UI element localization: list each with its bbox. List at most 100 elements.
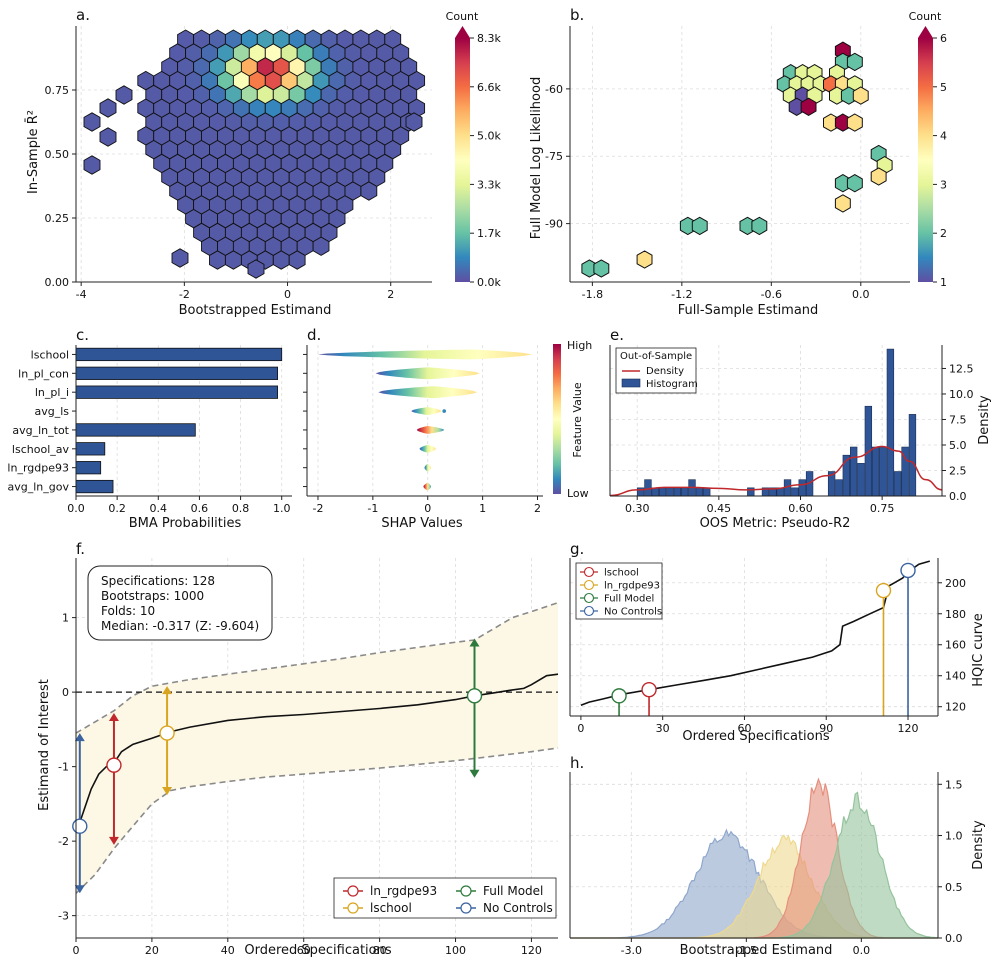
h-ytick-label: 1.5 bbox=[945, 778, 963, 791]
f-annotation-folds: Folds: 10 bbox=[101, 604, 155, 618]
a-ytick-label: 0.75 bbox=[45, 84, 70, 97]
f-legend-marker bbox=[347, 885, 359, 897]
b-colorbar-tick-label: 3 bbox=[940, 178, 947, 191]
b-hexbin-cell bbox=[800, 97, 817, 116]
b-hexbin-cell bbox=[834, 194, 851, 213]
c-xtick-label: 0.0 bbox=[67, 502, 85, 515]
panel-label-b: b. bbox=[570, 6, 584, 24]
g-xtick-label: 120 bbox=[898, 722, 919, 735]
c-category-label: lschool_av bbox=[12, 443, 70, 456]
f-xtick-label: 60 bbox=[297, 944, 311, 957]
a-hexbin-cell bbox=[247, 259, 265, 279]
f-ytick-label: 1 bbox=[62, 612, 69, 625]
e-histogram-bar bbox=[857, 463, 865, 497]
e-histogram-bar bbox=[886, 348, 895, 497]
d-shap-row bbox=[378, 386, 478, 399]
a-hexbin-cell bbox=[288, 29, 306, 49]
h-ytick-label: 0.0 bbox=[945, 932, 963, 945]
a-hexbin-cell bbox=[240, 29, 258, 49]
a-hexbin-cell bbox=[193, 29, 210, 49]
f-annotation-box bbox=[87, 565, 273, 641]
g-xlabel: Ordered Specifications bbox=[682, 729, 830, 744]
g-legend-label: Full Model bbox=[604, 594, 654, 605]
a-colorbar-tick-label: 5.0k bbox=[477, 130, 501, 143]
f-marker-point bbox=[466, 688, 483, 704]
b-ytick-label: -60 bbox=[545, 83, 563, 96]
a-xtick-label: 0 bbox=[284, 288, 291, 301]
a-hexbin-cell bbox=[83, 155, 101, 175]
g-hqic-curve bbox=[580, 560, 931, 706]
d-colorbar-low: Low bbox=[567, 487, 589, 500]
a-colorbar-tick-label: 6.6k bbox=[477, 81, 501, 94]
b-hexbin-cell bbox=[636, 250, 653, 269]
b-colorbar-tick-label: 5 bbox=[940, 81, 947, 94]
panel-label-f: f. bbox=[76, 540, 85, 558]
g-legend-label: lschool bbox=[604, 568, 639, 579]
e-ylabel: Density bbox=[977, 395, 992, 445]
panel-label-e: e. bbox=[610, 326, 624, 344]
d-xtick-label: 1 bbox=[479, 502, 486, 515]
e-ytick-label: 2.5 bbox=[949, 464, 967, 477]
f-marker-point bbox=[159, 725, 175, 741]
d-xtick-label: -2 bbox=[312, 502, 323, 515]
b-colorbar-title: Count bbox=[909, 10, 942, 23]
e-histogram-bar bbox=[791, 487, 799, 497]
e-histogram-bar bbox=[658, 487, 667, 497]
f-marker-arrow-up bbox=[108, 712, 119, 721]
a-hexbin-cell bbox=[99, 127, 117, 147]
g-marker-point bbox=[641, 681, 657, 698]
c-category-label: ln_rgdpe93 bbox=[7, 462, 69, 475]
d-colorbar bbox=[553, 344, 561, 494]
b-ytick-label: -75 bbox=[545, 150, 563, 163]
f-upper-bound bbox=[75, 601, 559, 734]
c-bar bbox=[75, 479, 114, 494]
c-xtick-label: 0.6 bbox=[191, 502, 209, 515]
a-hexbin-cell bbox=[99, 98, 117, 118]
b-colorbar-tick-label: 2 bbox=[940, 227, 947, 240]
e-histogram-bar bbox=[894, 471, 902, 497]
b-colorbar bbox=[918, 38, 933, 282]
a-colorbar-extend bbox=[455, 26, 470, 38]
f-xlabel: Ordered Specifications bbox=[244, 943, 392, 958]
c-category-label: avg_ls bbox=[34, 405, 69, 418]
b-colorbar-extend bbox=[918, 26, 933, 38]
d-colorbar-title: Feature Value bbox=[571, 382, 584, 458]
e-ytick-label: 0.0 bbox=[949, 490, 967, 503]
a-xlabel: Bootstrapped Estimand bbox=[179, 303, 332, 318]
g-legend-label: No Controls bbox=[604, 607, 662, 618]
c-category-label: avg_ln_gov bbox=[8, 481, 70, 494]
b-xtick-label: -0.6 bbox=[761, 288, 782, 301]
d-xtick-label: -1 bbox=[367, 502, 378, 515]
f-marker-arrow-down bbox=[74, 885, 85, 894]
e-xtick-label: 0.75 bbox=[870, 502, 895, 515]
b-xtick-label: 0.0 bbox=[852, 288, 870, 301]
e-histogram-bar bbox=[651, 487, 659, 497]
c-category-label: lschool bbox=[31, 348, 69, 361]
f-xtick-label: 120 bbox=[521, 944, 542, 957]
f-annotation: Specifications: 128 Bootstraps: 1000 Fol… bbox=[87, 565, 273, 641]
e-xlabel: OOS Metric: Pseudo-R2 bbox=[700, 516, 851, 531]
f-xtick-label: 40 bbox=[221, 944, 235, 957]
c-category-label: ln_pl_con bbox=[18, 367, 69, 380]
h-xlabel: Bootstrapped Estimand bbox=[680, 943, 833, 958]
e-histogram-bar bbox=[703, 487, 711, 497]
h-xtick-label: -3.0 bbox=[621, 944, 642, 957]
panel-d-shap: -2 -1 0 1 2 SHAP Values High Low Feature Val… bbox=[303, 339, 592, 531]
e-legend-hist-swatch bbox=[621, 378, 641, 388]
a-hexbin-cell bbox=[304, 29, 322, 49]
c-bar bbox=[75, 366, 279, 380]
f-annotation-boots: Bootstraps: 1000 bbox=[101, 589, 204, 603]
a-hexbin-cell bbox=[177, 29, 195, 49]
panel-g-hqic: 0 30 60 90 120 120 140 160 180 200 Ordered Specif… bbox=[569, 558, 986, 744]
g-legend: lschool ln_rgdpe93 Full Model No Controls bbox=[575, 562, 663, 620]
b-xlabel: Full-Sample Estimand bbox=[678, 303, 819, 318]
c-bar bbox=[75, 347, 283, 362]
a-hexbin-cell bbox=[272, 29, 290, 49]
g-ytick-label: 120 bbox=[945, 701, 966, 714]
a-hexbin-cell bbox=[137, 70, 155, 91]
h-ytick-label: 0.5 bbox=[945, 881, 963, 894]
c-bar bbox=[75, 442, 106, 456]
f-xtick-label: 0 bbox=[73, 944, 80, 957]
e-ytick-label: 12.5 bbox=[949, 362, 974, 375]
e-histogram-bar bbox=[695, 487, 704, 497]
